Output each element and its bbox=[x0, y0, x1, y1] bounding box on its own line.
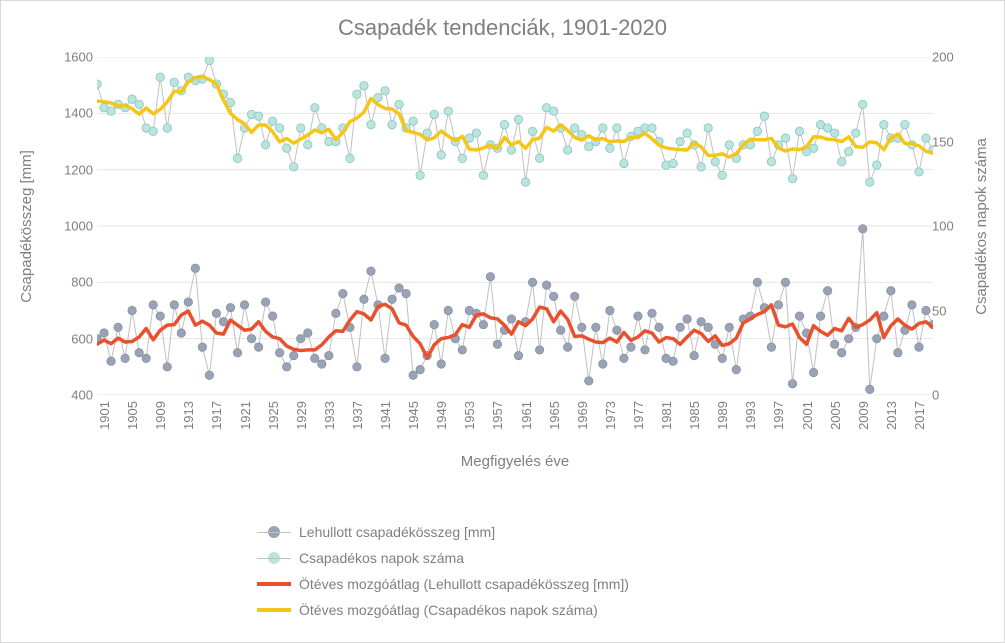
legend: Lehullott csapadékösszeg [mm] Csapadékos … bbox=[257, 519, 629, 623]
y2-tick: 0 bbox=[932, 388, 964, 403]
chart-container: Csapadék tendenciák, 1901-2020 Csapadékö… bbox=[0, 0, 1005, 643]
x-tick: 1949 bbox=[434, 401, 449, 430]
x-tick: 1969 bbox=[575, 401, 590, 430]
x-tick: 1921 bbox=[238, 401, 253, 430]
x-axis-ticks: 1901 1905 1909 1913 1917 1921 1925 1929 1933 1937… bbox=[97, 399, 933, 459]
y2-tick: 100 bbox=[932, 219, 964, 234]
y-axis-right-label: Csapadékos napok száma bbox=[970, 57, 992, 395]
y2-tick: 50 bbox=[932, 303, 964, 318]
x-tick: 2001 bbox=[800, 401, 815, 430]
x-tick: 1993 bbox=[743, 401, 758, 430]
y1-tick: 1400 bbox=[45, 106, 93, 121]
y-axis-left-label: Csapadékösszeg [mm] bbox=[15, 57, 37, 395]
x-tick: 1929 bbox=[294, 401, 309, 430]
y1-tick: 1000 bbox=[45, 219, 93, 234]
x-tick: 1989 bbox=[715, 401, 730, 430]
x-tick: 1913 bbox=[181, 401, 196, 430]
legend-label: Lehullott csapadékösszeg [mm] bbox=[299, 524, 495, 540]
legend-swatch bbox=[257, 524, 291, 540]
x-tick: 1901 bbox=[97, 401, 112, 430]
x-tick: 1973 bbox=[603, 401, 618, 430]
x-tick: 1905 bbox=[125, 401, 140, 430]
x-tick: 1961 bbox=[519, 401, 534, 430]
y-axis-left-label-text: Csapadékösszeg [mm] bbox=[18, 150, 35, 303]
x-tick: 1937 bbox=[350, 401, 365, 430]
y-axis-right-label-text: Csapadékos napok száma bbox=[973, 138, 990, 315]
legend-swatch bbox=[257, 602, 291, 618]
x-tick: 1977 bbox=[631, 401, 646, 430]
legend-item: Ötéves mozgóátlag (Lehullott csapadéköss… bbox=[257, 571, 629, 597]
y1-tick: 1600 bbox=[45, 50, 93, 65]
legend-swatch bbox=[257, 550, 291, 566]
x-tick: 1909 bbox=[153, 401, 168, 430]
x-tick: 1953 bbox=[462, 401, 477, 430]
legend-item: Lehullott csapadékösszeg [mm] bbox=[257, 519, 629, 545]
legend-item: Ötéves mozgóátlag (Csapadékos napok szám… bbox=[257, 597, 629, 623]
x-tick: 1985 bbox=[687, 401, 702, 430]
y2-tick: 200 bbox=[932, 50, 964, 65]
x-tick: 1941 bbox=[378, 401, 393, 430]
x-tick: 1945 bbox=[406, 401, 421, 430]
x-tick: 1965 bbox=[547, 401, 562, 430]
x-tick: 2005 bbox=[828, 401, 843, 430]
x-tick: 2017 bbox=[912, 401, 927, 430]
legend-swatch bbox=[257, 576, 291, 592]
plot-area bbox=[97, 57, 933, 395]
chart-title: Csapadék tendenciák, 1901-2020 bbox=[1, 15, 1004, 41]
x-tick: 2013 bbox=[884, 401, 899, 430]
legend-label: Ötéves mozgóátlag (Csapadékos napok szám… bbox=[299, 602, 598, 618]
x-tick: 1997 bbox=[771, 401, 786, 430]
x-tick: 1981 bbox=[659, 401, 674, 430]
legend-line-icon bbox=[257, 608, 291, 612]
legend-label: Csapadékos napok száma bbox=[299, 550, 464, 566]
x-axis-label-text: Megfigyelés éve bbox=[461, 453, 569, 470]
y-axis-right-ticks: 050100150200 bbox=[932, 57, 964, 395]
x-tick: 1957 bbox=[490, 401, 505, 430]
y1-tick: 800 bbox=[45, 275, 93, 290]
legend-item: Csapadékos napok száma bbox=[257, 545, 629, 571]
y-axis-left-ticks: 4006008001000120014001600 bbox=[45, 57, 93, 395]
x-tick: 1925 bbox=[266, 401, 281, 430]
y2-tick: 150 bbox=[932, 134, 964, 149]
x-tick: 2009 bbox=[856, 401, 871, 430]
plot-svg bbox=[97, 57, 933, 395]
legend-line-icon bbox=[257, 582, 291, 586]
y1-tick: 400 bbox=[45, 388, 93, 403]
x-tick: 1917 bbox=[209, 401, 224, 430]
y1-tick: 1200 bbox=[45, 162, 93, 177]
legend-label: Ötéves mozgóátlag (Lehullott csapadéköss… bbox=[299, 576, 629, 592]
y1-tick: 600 bbox=[45, 331, 93, 346]
chart-title-text: Csapadék tendenciák, 1901-2020 bbox=[338, 15, 667, 40]
x-axis-label: Megfigyelés éve bbox=[97, 453, 933, 470]
x-tick: 1933 bbox=[322, 401, 337, 430]
